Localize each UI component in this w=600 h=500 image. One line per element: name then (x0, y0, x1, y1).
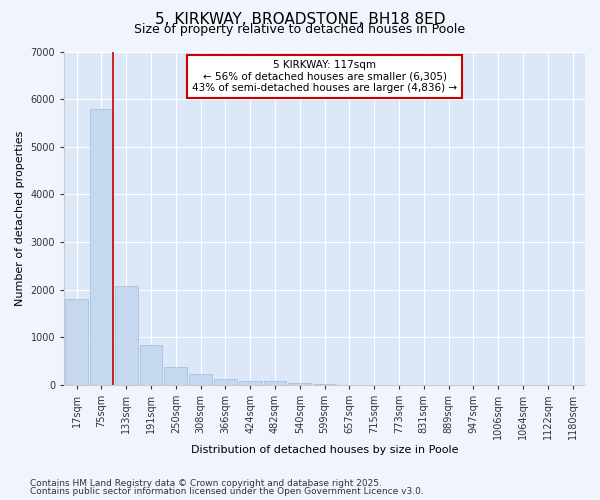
Text: Size of property relative to detached houses in Poole: Size of property relative to detached ho… (134, 22, 466, 36)
Bar (189, 374, 212, 385)
X-axis label: Distribution of detached houses by size in Poole: Distribution of detached houses by size … (191, 445, 458, 455)
Bar (263, 381, 286, 385)
Text: Contains public sector information licensed under the Open Government Licence v3: Contains public sector information licen… (30, 487, 424, 496)
Bar (115, 286, 137, 385)
Text: 5, KIRKWAY, BROADSTONE, BH18 8ED: 5, KIRKWAY, BROADSTONE, BH18 8ED (155, 12, 445, 28)
Bar (164, 368, 187, 385)
Bar (65, 299, 88, 385)
Bar (214, 378, 237, 385)
Bar (140, 345, 163, 385)
Bar (289, 384, 311, 385)
Text: 5 KIRKWAY: 117sqm
← 56% of detached houses are smaller (6,305)
43% of semi-detac: 5 KIRKWAY: 117sqm ← 56% of detached hous… (192, 60, 457, 93)
Y-axis label: Number of detached properties: Number of detached properties (15, 130, 25, 306)
Text: Contains HM Land Registry data © Crown copyright and database right 2025.: Contains HM Land Registry data © Crown c… (30, 478, 382, 488)
Bar (90, 108, 113, 385)
Bar (239, 380, 262, 385)
